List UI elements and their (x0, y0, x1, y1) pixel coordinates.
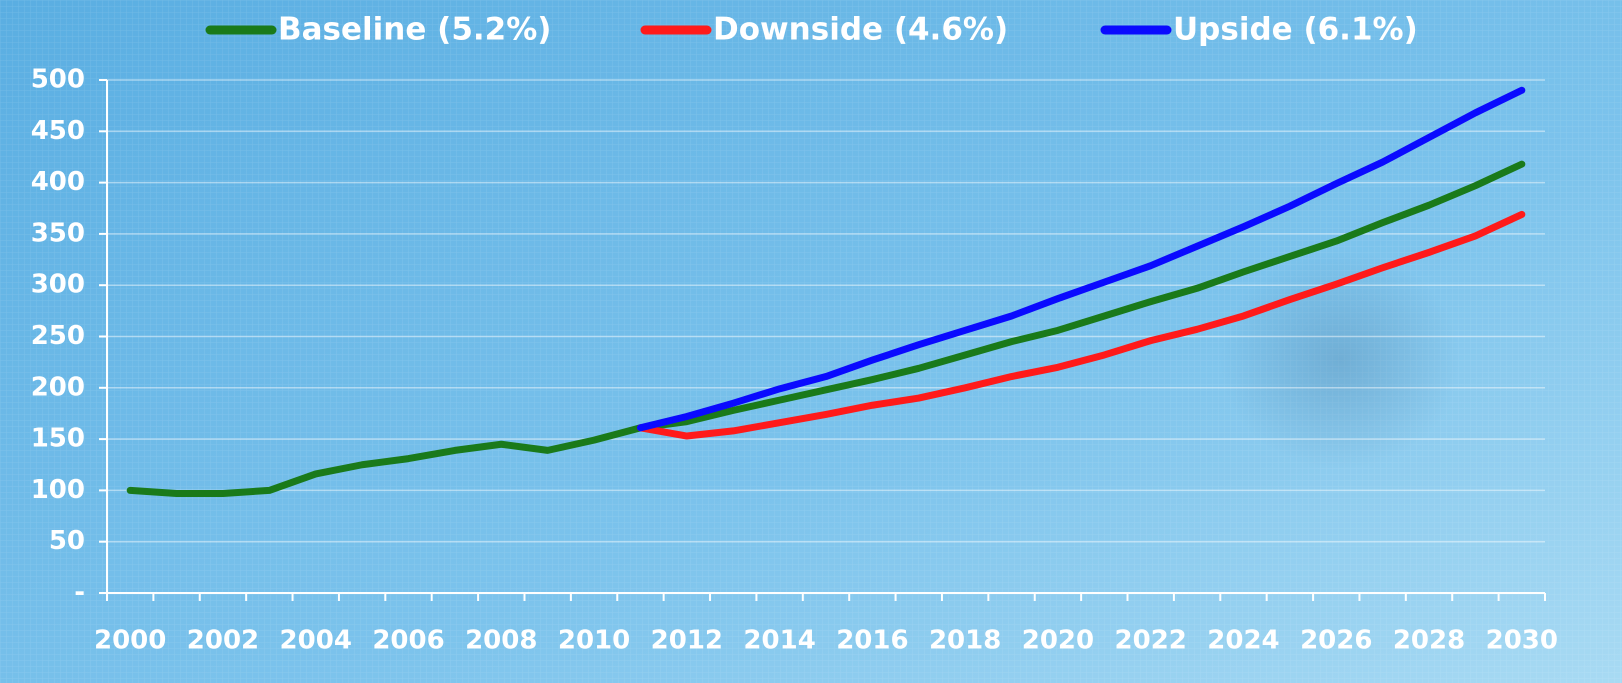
x-tick-label: 2006 (372, 626, 444, 656)
y-tick-label: 250 (31, 321, 85, 351)
x-tick-label: 2002 (187, 626, 259, 656)
legend-label: Upside (6.1%) (1173, 12, 1418, 48)
x-tick-label: 2028 (1393, 626, 1465, 656)
x-tick-label: 2026 (1300, 626, 1372, 656)
y-tick-label: 100 (31, 475, 85, 505)
y-tick-label: 450 (31, 116, 85, 146)
y-tick-label: 150 (31, 424, 85, 454)
x-tick-label: 2000 (94, 626, 166, 656)
x-tick-label: 2018 (929, 626, 1001, 656)
x-tick-label: 2024 (1207, 626, 1279, 656)
x-tick-label: 2022 (1115, 626, 1187, 656)
x-tick-label: 2012 (651, 626, 723, 656)
series-line (636, 210, 1526, 440)
legend-label: Baseline (5.2%) (278, 12, 551, 48)
y-tick-label: 50 (49, 526, 85, 556)
y-tick-label: 300 (31, 270, 85, 300)
y-tick-label: 200 (31, 372, 85, 402)
x-tick-label: 2004 (280, 626, 352, 656)
x-tick-label: 2010 (558, 626, 630, 656)
y-tick-label: - (74, 578, 85, 608)
x-tick-label: 2030 (1486, 626, 1558, 656)
x-tick-label: 2014 (743, 626, 815, 656)
legend-label: Downside (4.6%) (713, 12, 1008, 48)
y-tick-label: 400 (31, 167, 85, 197)
y-tick-label: 350 (31, 218, 85, 248)
series-line (126, 160, 1526, 497)
y-tick-label: 500 (31, 65, 85, 95)
series-line (636, 86, 1526, 432)
x-tick-label: 2008 (465, 626, 537, 656)
x-tick-label: 2020 (1022, 626, 1094, 656)
x-tick-label: 2016 (836, 626, 908, 656)
